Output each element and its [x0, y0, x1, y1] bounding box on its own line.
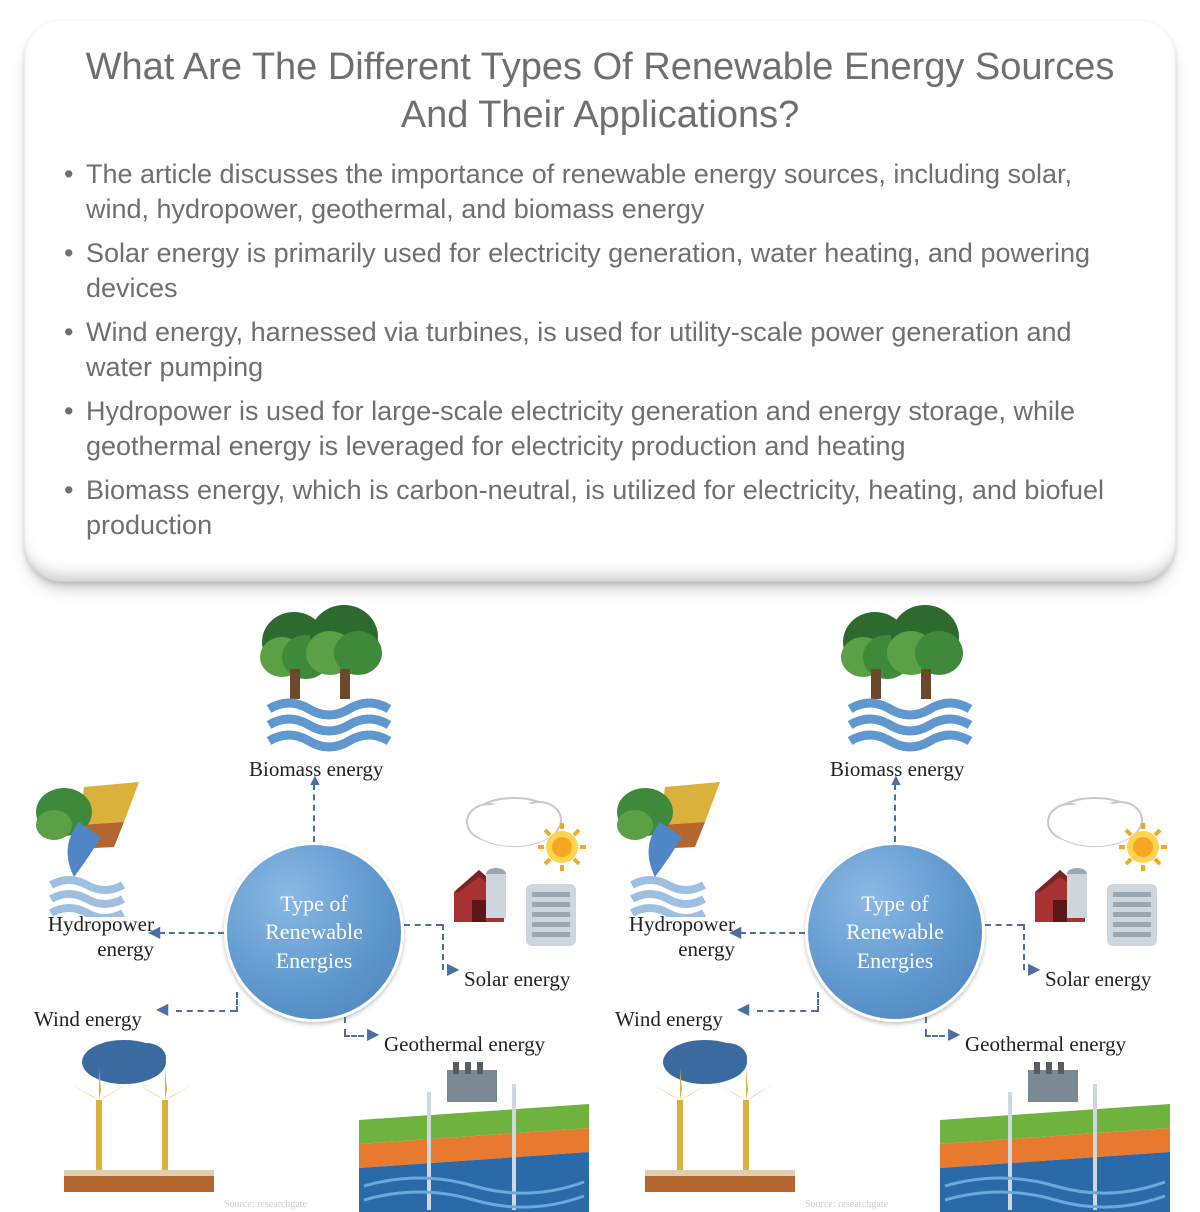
connector-line — [313, 784, 315, 842]
arrow-icon: ▶ — [367, 1024, 379, 1044]
renewable-diagram: Type of Renewable Energies Biomas — [605, 592, 1176, 1212]
connector-line — [817, 992, 819, 1012]
wind-icon — [635, 1032, 815, 1212]
connector-line — [757, 1010, 817, 1012]
arrow-icon: ◀ — [156, 999, 168, 1019]
hub-label: Type of Renewable Energies — [237, 890, 391, 976]
arrow-icon: ◀ — [737, 999, 749, 1019]
arrow-icon: ▶ — [447, 959, 459, 979]
geothermal-label: Geothermal energy — [384, 1032, 545, 1057]
connector-line — [344, 1017, 346, 1035]
solar-icon — [434, 792, 604, 967]
source-footnote: Source: researchgate — [805, 1199, 888, 1210]
renewable-diagram: Type of Renewable Energies — [24, 592, 595, 1212]
bullet-item: Hydropower is used for large-scale elect… — [64, 394, 1136, 463]
bullet-item: The article discusses the importance of … — [64, 157, 1136, 226]
connector-line — [159, 932, 224, 934]
wind-label: Wind energy — [615, 1007, 723, 1032]
biomass-icon — [825, 597, 975, 757]
biomass-icon — [244, 597, 394, 757]
hydropower-label: Hydropower energy — [24, 912, 154, 960]
arrow-icon: ▶ — [948, 1024, 960, 1044]
connector-line — [1023, 924, 1025, 970]
hydropower-label: Hydropower energy — [605, 912, 735, 960]
connector-line — [442, 924, 444, 970]
connector-line — [344, 1035, 364, 1037]
connector-line — [985, 924, 1023, 926]
wind-icon — [54, 1032, 234, 1212]
connector-line — [176, 1010, 236, 1012]
hydropower-icon — [610, 767, 740, 917]
bullet-item: Biomass energy, which is carbon-neutral,… — [64, 473, 1136, 542]
solar-label: Solar energy — [1045, 967, 1151, 992]
arrow-icon: ◀ — [729, 922, 741, 942]
arrow-icon: ▲ — [307, 772, 323, 790]
page-title: What Are The Different Types Of Renewabl… — [84, 44, 1116, 139]
info-card: What Are The Different Types Of Renewabl… — [24, 20, 1176, 582]
diagram-hub: Type of Renewable Energies — [805, 842, 985, 1022]
connector-line — [740, 932, 805, 934]
connector-line — [894, 784, 896, 842]
wind-label: Wind energy — [34, 1007, 142, 1032]
connector-line — [925, 1035, 945, 1037]
hydropower-icon — [29, 767, 159, 917]
solar-icon — [1015, 792, 1185, 967]
connector-line — [236, 992, 238, 1012]
solar-label: Solar energy — [464, 967, 570, 992]
arrow-icon: ▶ — [1028, 959, 1040, 979]
bullet-list: The article discusses the importance of … — [64, 157, 1136, 542]
diagram-row: Type of Renewable Energies — [24, 592, 1176, 1212]
geothermal-label: Geothermal energy — [965, 1032, 1126, 1057]
geothermal-icon — [359, 1062, 589, 1212]
bullet-item: Solar energy is primarily used for elect… — [64, 236, 1136, 305]
connector-line — [404, 924, 442, 926]
arrow-icon: ▲ — [888, 772, 904, 790]
hub-label: Type of Renewable Energies — [818, 890, 972, 976]
arrow-icon: ◀ — [148, 922, 160, 942]
source-footnote: Source: researchgate — [224, 1199, 307, 1210]
diagram-hub: Type of Renewable Energies — [224, 842, 404, 1022]
geothermal-icon — [940, 1062, 1170, 1212]
bullet-item: Wind energy, harnessed via turbines, is … — [64, 315, 1136, 384]
connector-line — [925, 1017, 927, 1035]
